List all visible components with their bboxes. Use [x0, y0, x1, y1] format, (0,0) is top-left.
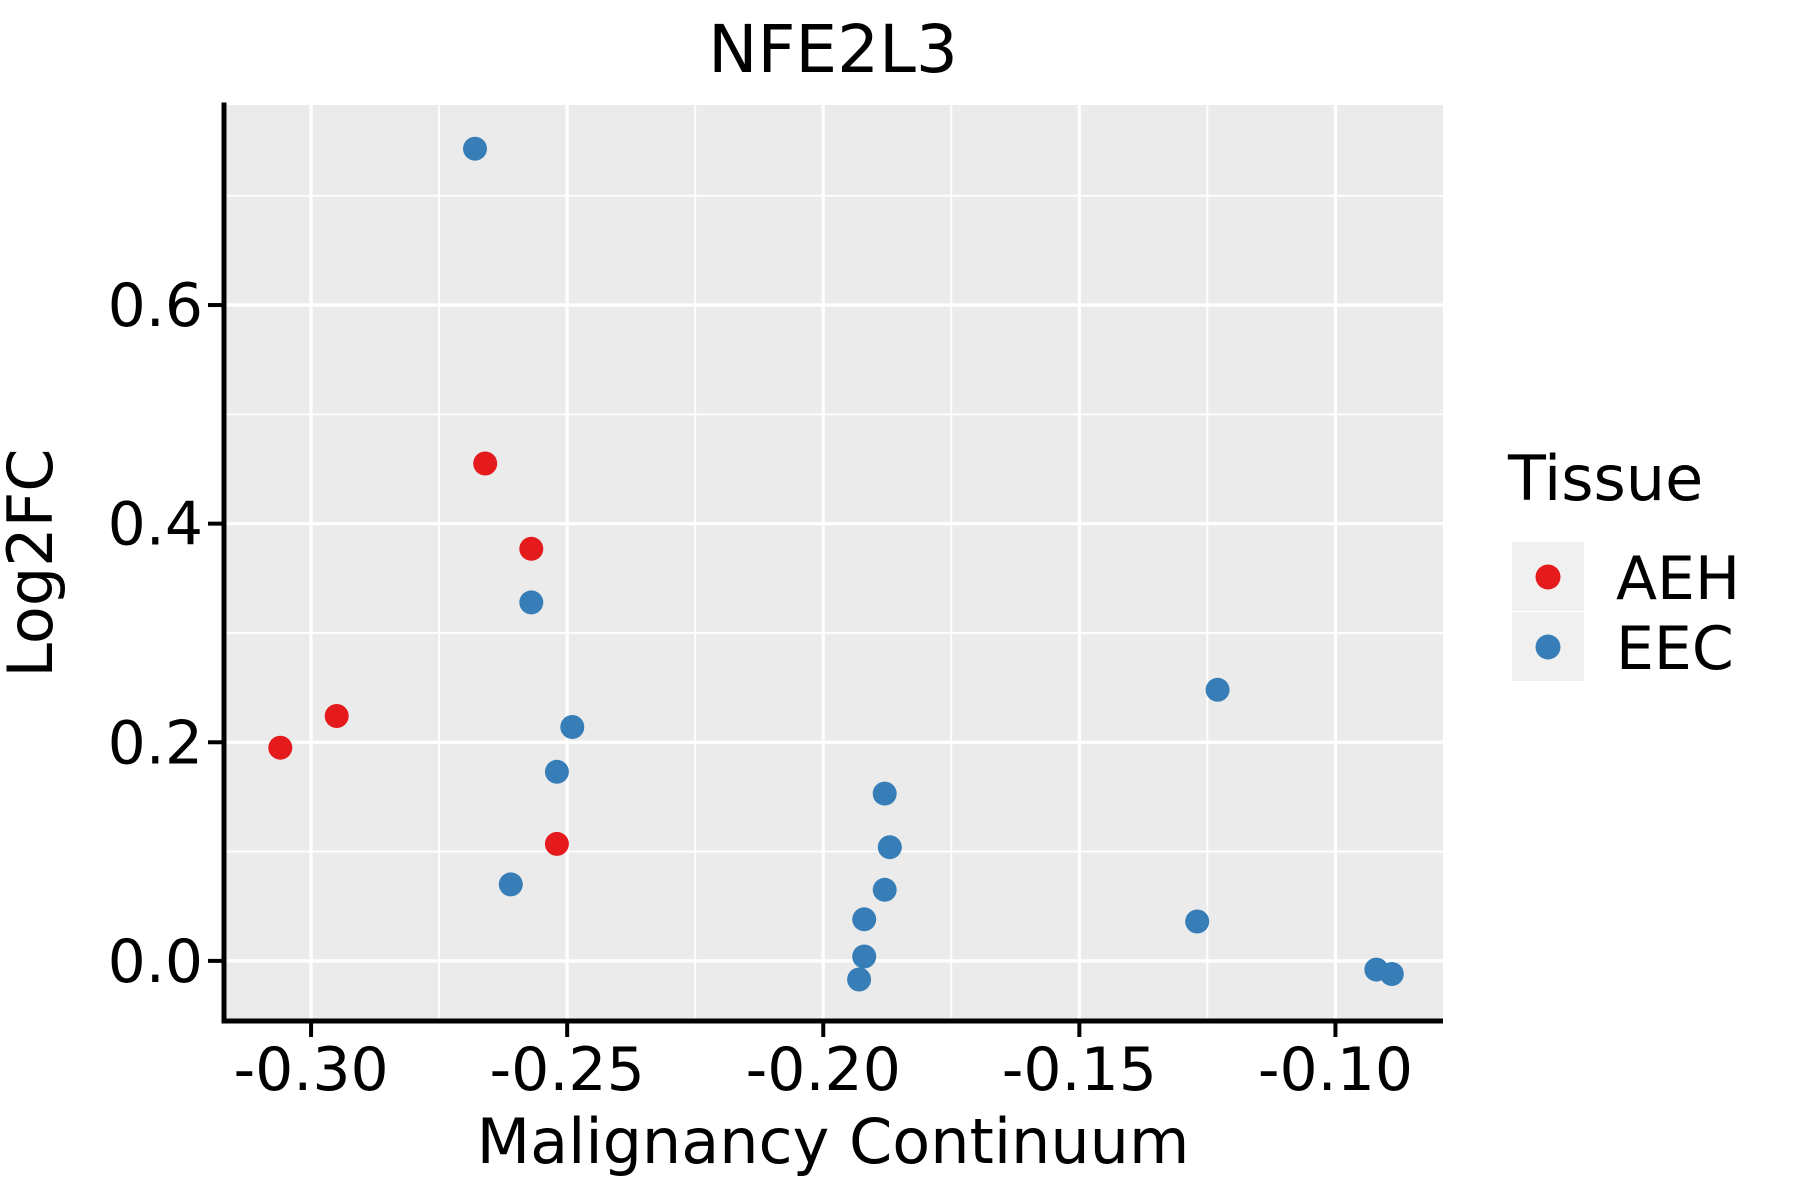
- x-tick-label: -0.25: [490, 1035, 645, 1105]
- x-tick-label: -0.10: [1258, 1035, 1413, 1105]
- data-point-eec: [560, 715, 585, 739]
- legend-label-eec: EEC: [1616, 614, 1734, 684]
- data-point-eec: [1379, 962, 1404, 986]
- x-axis-tick-labels: -0.30 -0.25 -0.20 -0.15 -0.10: [233, 1035, 1413, 1105]
- data-point-aeh: [324, 704, 349, 728]
- legend-entry-aeh: AEH: [1512, 542, 1740, 614]
- legend-key-dot-aeh: [1535, 564, 1561, 590]
- data-point-aeh: [544, 831, 569, 856]
- x-axis-ticks: [309, 1023, 1338, 1037]
- legend-title: Tissue: [1507, 442, 1703, 515]
- data-point-eec: [872, 781, 897, 806]
- data-point-eec: [1185, 909, 1210, 934]
- legend-label-aeh: AEH: [1616, 544, 1740, 614]
- data-point-eec: [852, 907, 877, 932]
- data-point-eec: [519, 590, 544, 615]
- data-point-eec: [498, 872, 523, 897]
- x-axis-label: Malignancy Continuum: [477, 1105, 1190, 1178]
- data-points-layer: [268, 136, 1404, 992]
- y-tick-label: 0.0: [108, 927, 203, 997]
- major-gridlines: [224, 105, 1443, 1021]
- legend-key-dot-eec: [1535, 634, 1561, 660]
- x-tick-label: -0.15: [1002, 1035, 1157, 1105]
- data-point-eec: [463, 136, 487, 161]
- data-point-eec: [852, 944, 877, 969]
- data-point-eec: [847, 967, 872, 992]
- legend-entry-eec: EEC: [1512, 612, 1734, 684]
- chart-title: NFE2L3: [708, 11, 958, 88]
- x-tick-label: -0.20: [746, 1035, 901, 1105]
- y-tick-label: 0.4: [108, 490, 203, 560]
- y-axis-ticks: [208, 303, 222, 963]
- data-point-aeh: [473, 451, 498, 476]
- y-axis-label: Log2FC: [0, 448, 67, 677]
- minor-gridlines: [224, 105, 1443, 1021]
- data-point-aeh: [519, 536, 544, 561]
- y-axis-tick-labels: 0.0 0.2 0.4 0.6: [108, 271, 203, 997]
- data-point-eec: [872, 877, 897, 902]
- y-tick-label: 0.2: [108, 708, 203, 778]
- data-point-aeh: [268, 735, 293, 760]
- data-point-eec: [1205, 677, 1230, 702]
- x-tick-label: -0.30: [233, 1035, 388, 1105]
- legend: Tissue AEH EEC: [1507, 442, 1740, 684]
- y-tick-label: 0.6: [108, 271, 203, 341]
- plot-panel-background: [224, 105, 1443, 1021]
- data-point-eec: [877, 835, 902, 860]
- data-point-eec: [544, 759, 569, 784]
